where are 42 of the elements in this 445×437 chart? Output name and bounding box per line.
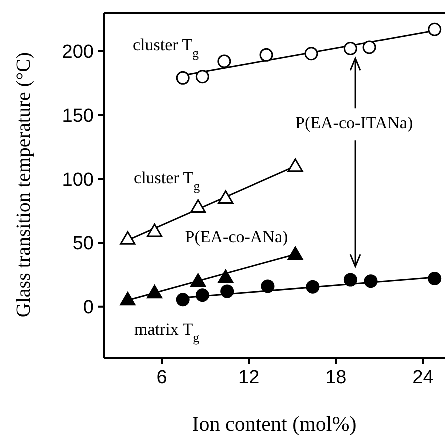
x-tick-label: 6: [156, 367, 168, 388]
point: [120, 231, 136, 245]
point: [220, 284, 234, 298]
x-tick-label: 12: [238, 367, 260, 388]
point: [147, 224, 163, 238]
point: [176, 293, 190, 307]
point: [120, 292, 136, 306]
annotation: matrix T$_{g}$: [134, 320, 200, 345]
point: [364, 274, 378, 288]
x-tick-label: 24: [412, 367, 434, 388]
y-tick-label: 200: [62, 42, 94, 64]
point: [260, 48, 274, 62]
point: [344, 42, 358, 56]
point: [304, 47, 318, 61]
x-tick-label: 18: [326, 367, 347, 388]
y-tick-label: 150: [62, 106, 94, 127]
point: [196, 70, 210, 84]
x-axis-title: Ion content (mol%): [192, 412, 357, 436]
annotation: cluster T$_{g}$: [133, 35, 200, 60]
point: [288, 158, 304, 172]
point: [196, 288, 210, 302]
annotation: P(EA-co-ITANa): [296, 114, 414, 133]
point: [362, 40, 376, 54]
y-axis-title: Glass transition temperature (°C): [13, 52, 35, 318]
point: [218, 190, 234, 204]
point: [190, 199, 206, 213]
point: [147, 285, 163, 299]
y-tick-label: 50: [72, 234, 94, 255]
point: [176, 71, 190, 85]
y-tick-label: 100: [62, 170, 94, 191]
point: [190, 274, 206, 288]
annotation: cluster T$_{g}$: [134, 168, 201, 194]
point: [428, 272, 442, 286]
y-tick-label: 0: [83, 298, 94, 319]
point: [344, 273, 358, 287]
point: [261, 280, 275, 294]
annotation: P(EA-co-ANa): [185, 228, 288, 247]
point: [218, 54, 232, 68]
point: [288, 246, 304, 260]
point: [218, 270, 234, 284]
point: [306, 280, 320, 294]
point: [428, 22, 442, 36]
